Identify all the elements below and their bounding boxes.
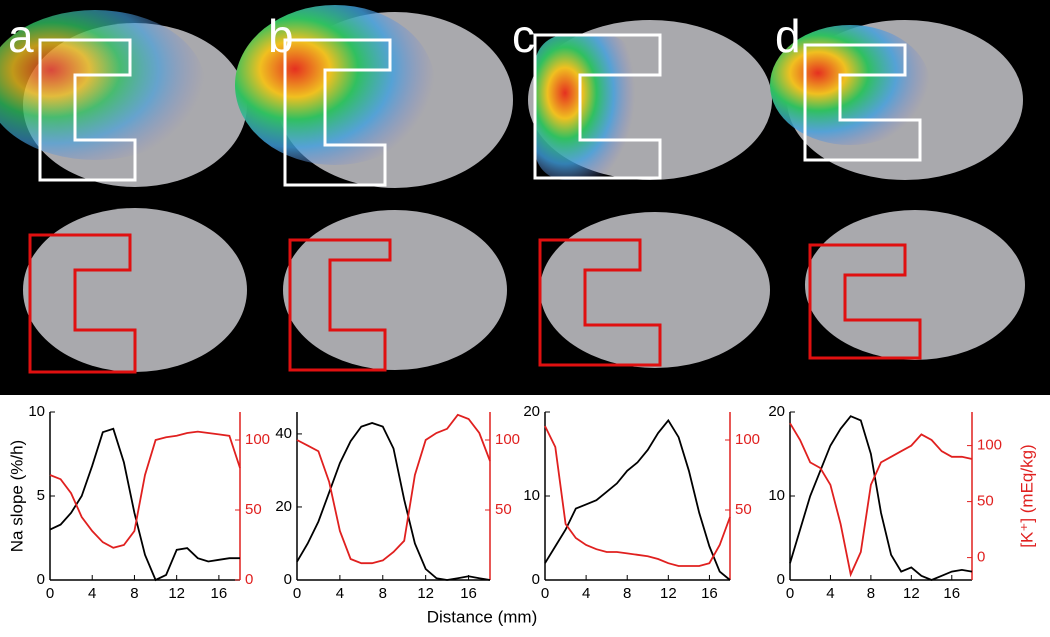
x-tick-label: 16 xyxy=(460,585,477,602)
roi xyxy=(288,238,392,372)
y-tick-label: 20 xyxy=(768,403,785,420)
y2-tick-label: 100 xyxy=(977,437,1002,454)
y-tick-label: 10 xyxy=(28,403,45,420)
panel-label: d xyxy=(775,10,801,62)
heatmap xyxy=(535,35,635,180)
heatmap xyxy=(235,5,435,165)
y-tick-label: 0 xyxy=(777,571,785,588)
x-tick-label: 12 xyxy=(903,585,920,602)
y-tick-label: 10 xyxy=(523,487,540,504)
y2-tick-label: 50 xyxy=(245,501,262,518)
y-tick-label: 40 xyxy=(275,425,292,442)
panel-label: c xyxy=(512,10,535,62)
x-tick-label: 16 xyxy=(943,585,960,602)
heatmap xyxy=(0,10,205,160)
roi xyxy=(28,233,137,374)
x-tick-label: 12 xyxy=(417,585,434,602)
roi xyxy=(803,43,922,162)
x-tick-label: 12 xyxy=(168,585,185,602)
y2-tick-label: 50 xyxy=(977,493,994,510)
y2-tick-label: 100 xyxy=(245,431,270,448)
panel-label: b xyxy=(268,10,294,62)
x-tick-label: 12 xyxy=(660,585,677,602)
x-tick-label: 4 xyxy=(88,585,96,602)
roi xyxy=(808,243,922,360)
y-tick-label: 0 xyxy=(532,571,540,588)
y-tick-label: 10 xyxy=(768,487,785,504)
line-series xyxy=(49,430,241,549)
x-tick-label: 0 xyxy=(786,585,794,602)
y2-axis-label: [K⁺] (mEq/kg) xyxy=(1017,444,1036,547)
roi xyxy=(38,38,137,182)
x-tick-label: 0 xyxy=(46,585,54,602)
x-axis-label: Distance (mm) xyxy=(427,607,538,626)
line-series xyxy=(49,427,240,582)
line-series xyxy=(789,422,973,578)
y2-tick-label: 0 xyxy=(977,549,985,566)
y-tick-label: 20 xyxy=(275,498,292,515)
line-series xyxy=(544,418,731,581)
y-tick-label: 0 xyxy=(37,571,45,588)
line-series xyxy=(296,413,491,565)
roi xyxy=(283,38,392,187)
x-tick-label: 8 xyxy=(867,585,875,602)
x-tick-label: 16 xyxy=(211,585,228,602)
x-tick-label: 8 xyxy=(379,585,387,602)
line-series xyxy=(544,425,731,567)
y2-tick-label: 50 xyxy=(495,501,512,518)
y-tick-label: 5 xyxy=(37,487,45,504)
roi xyxy=(538,238,662,367)
x-tick-label: 4 xyxy=(582,585,590,602)
slice xyxy=(540,212,770,368)
x-tick-label: 4 xyxy=(826,585,834,602)
slice xyxy=(283,210,507,370)
y-tick-label: 0 xyxy=(284,571,292,588)
panel-label: a xyxy=(8,10,34,62)
line-series xyxy=(789,415,973,581)
line-series xyxy=(296,422,491,581)
y-tick-label: 20 xyxy=(523,403,540,420)
y2-tick-label: 50 xyxy=(735,501,752,518)
x-tick-label: 0 xyxy=(541,585,549,602)
roi xyxy=(533,33,662,180)
x-tick-label: 0 xyxy=(293,585,301,602)
heatmap xyxy=(770,25,930,145)
slice xyxy=(805,210,1025,360)
brain-images xyxy=(0,5,1025,374)
x-tick-label: 8 xyxy=(130,585,138,602)
x-tick-label: 8 xyxy=(623,585,631,602)
y2-tick-label: 100 xyxy=(495,431,520,448)
x-tick-label: 16 xyxy=(701,585,718,602)
y2-tick-label: 0 xyxy=(245,571,253,588)
y-axis-label: Na slope (%/h) xyxy=(7,440,26,552)
x-tick-label: 4 xyxy=(336,585,344,602)
y2-tick-label: 100 xyxy=(735,431,760,448)
